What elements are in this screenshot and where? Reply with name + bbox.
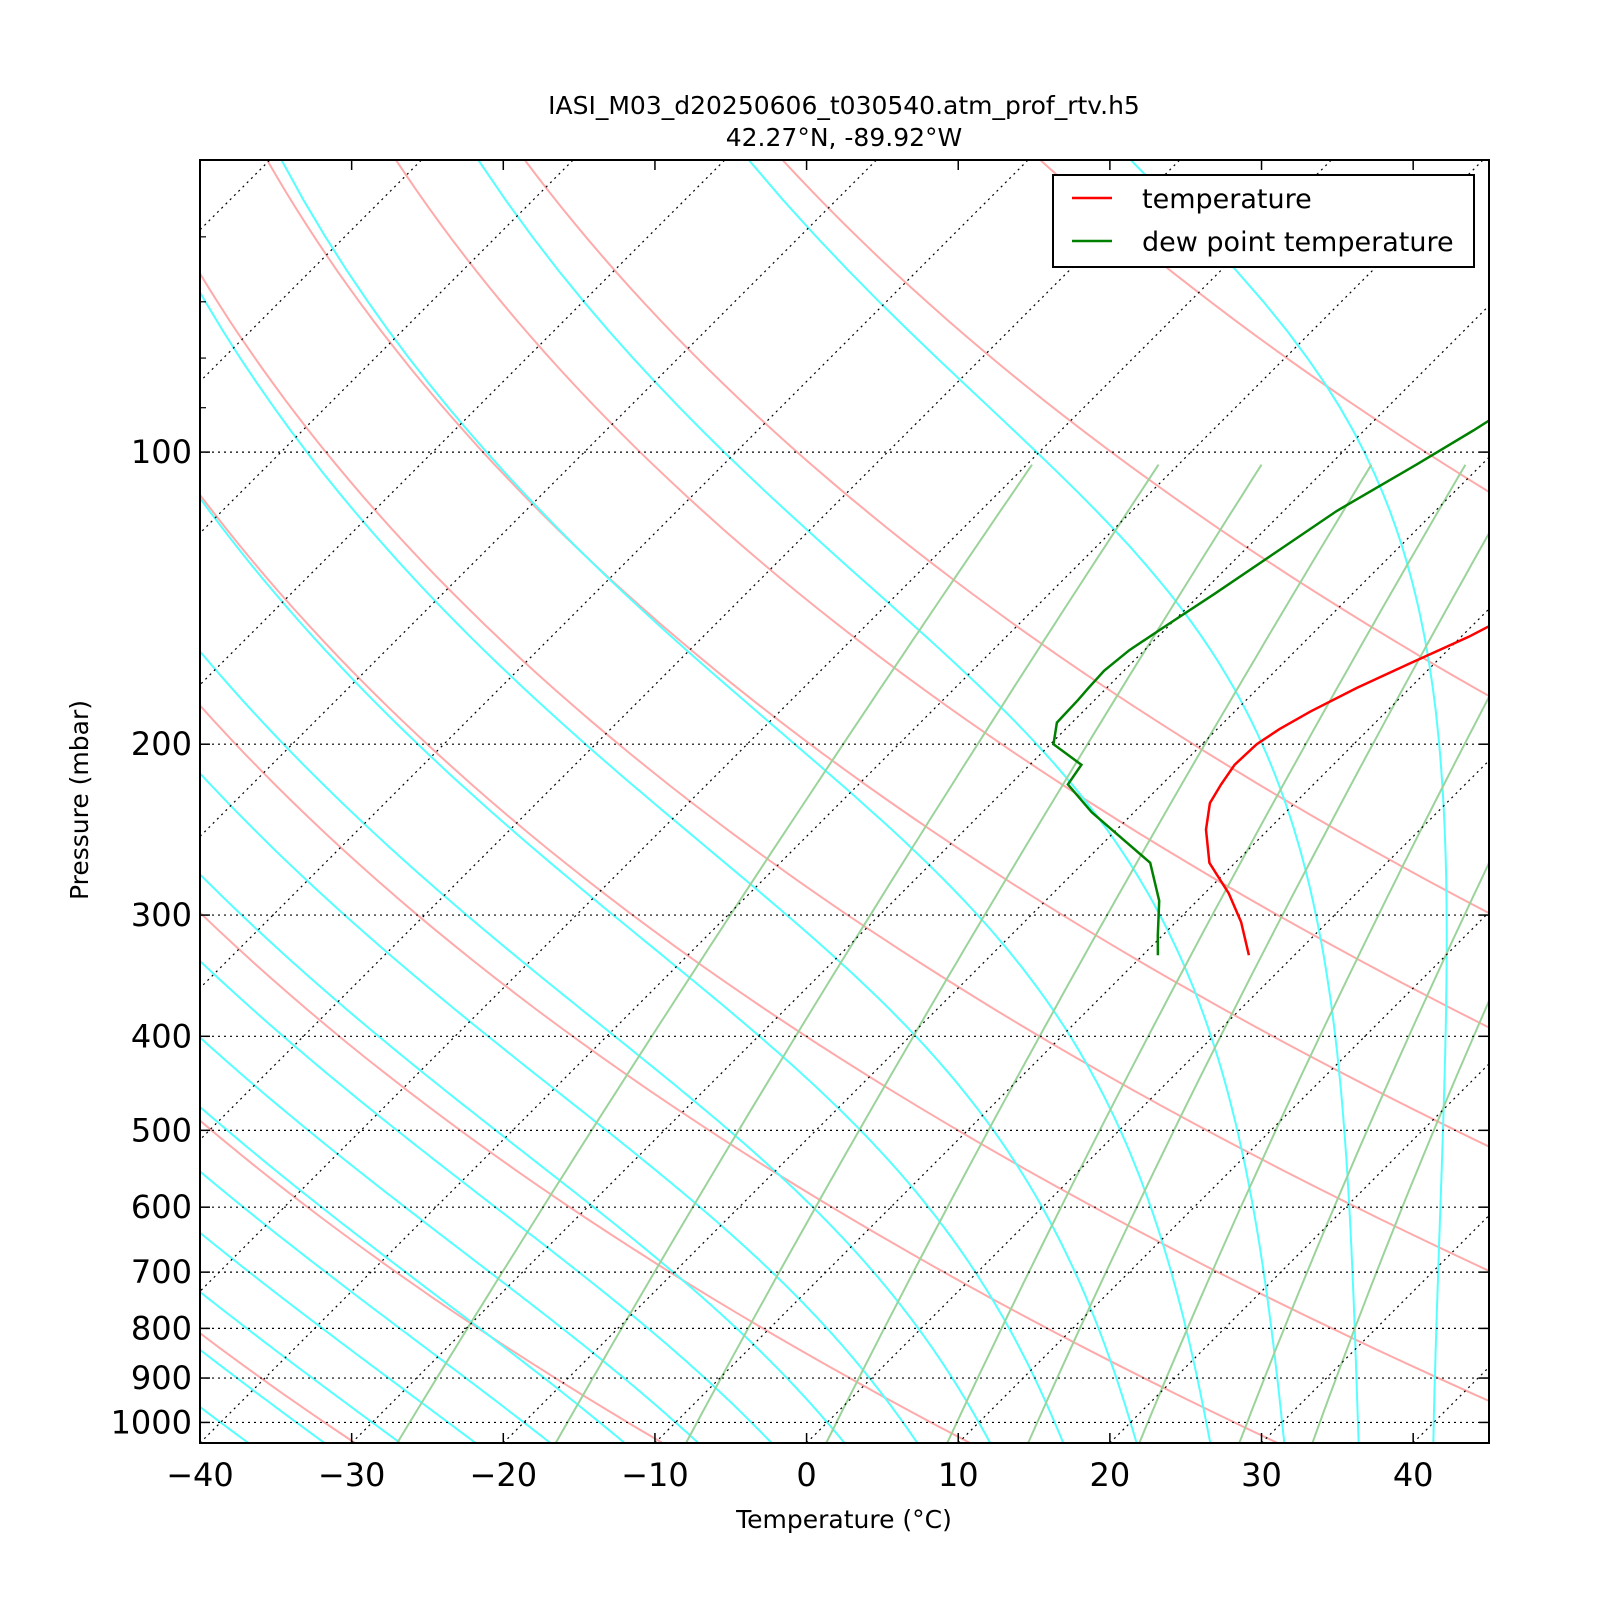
isotherm-gridline [351, 304, 1489, 1443]
dry-adiabat [395, 160, 1489, 1029]
moist-adiabat [200, 1036, 700, 1443]
x-tick-label: 30 [1241, 1456, 1282, 1494]
dry-adiabat [200, 493, 1489, 1403]
moist-adiabat [200, 1348, 326, 1443]
mixing-ratio-line [396, 464, 1033, 1443]
chart-title: IASI_M03_d20250606_t030540.atm_prof_rtv.… [548, 91, 1140, 120]
isotherm-gridline [200, 160, 574, 534]
moist-adiabat [200, 959, 773, 1443]
x-tick-label: −40 [166, 1456, 234, 1494]
isotherm-gridline [200, 160, 1484, 1443]
isotherm-gridline [806, 759, 1489, 1443]
moist-adiabat [477, 160, 1286, 1443]
moist-adiabats [200, 160, 1448, 1443]
x-tick-label: −30 [318, 1456, 386, 1494]
moist-adiabat [748, 160, 1360, 1443]
y-tick-label: 1000 [111, 1403, 192, 1441]
moist-adiabat [200, 649, 992, 1443]
moist-adiabat [200, 1170, 552, 1443]
isotherm-gridline [502, 456, 1489, 1443]
legend-label-temperature: temperature [1142, 184, 1312, 215]
y-axis-label: Pressure (mbar) [65, 700, 94, 900]
dry-adiabat [1039, 160, 1489, 494]
isotherm-gridline [200, 160, 1029, 989]
mixing-ratio-line [1311, 998, 1489, 1443]
moist-adiabat [200, 1290, 401, 1443]
x-axis-label: Temperature (°C) [735, 1505, 952, 1534]
y-tick-label: 300 [131, 896, 192, 934]
mixing-ratio-line [825, 464, 1373, 1443]
dry-adiabat [524, 160, 1489, 915]
dry-adiabat [200, 704, 1279, 1443]
isotherm-gridline [200, 160, 1181, 1141]
isotherm-gridline [1565, 160, 1600, 1443]
isotherm-grid [0, 160, 1600, 1443]
dry-adiabat [200, 1119, 664, 1443]
x-tick-label: −20 [470, 1456, 538, 1494]
isotherm-gridline [0, 160, 118, 1443]
legend-label-dew-point: dew point temperature [1142, 227, 1454, 258]
x-tick-label: 0 [796, 1456, 816, 1494]
y-tick-label: 400 [131, 1017, 192, 1055]
isotherm-gridline [200, 160, 1332, 1293]
isotherm-gridline [200, 160, 422, 383]
mixing-ratio-line [1027, 531, 1489, 1443]
moist-adiabat [280, 160, 1212, 1443]
mixing-ratio-line [685, 464, 1263, 1443]
isotherm-gridline [1261, 1214, 1489, 1443]
plot-frame [199, 159, 1490, 1444]
isotherm-gridline [200, 160, 726, 686]
moist-adiabat [200, 872, 846, 1443]
dry-adiabat [266, 160, 1489, 1148]
dry-adiabat [200, 911, 971, 1443]
isotherm-gridline [200, 160, 877, 838]
y-tick-label: 500 [131, 1111, 192, 1149]
y-tick-label: 800 [131, 1309, 192, 1347]
moist-adiabat [200, 771, 919, 1443]
x-axis: −40 −30 −20 −10 0 10 20 30 40 [166, 160, 1434, 1494]
y-tick-label: 600 [131, 1188, 192, 1226]
x-tick-label: −10 [621, 1456, 689, 1494]
mixing-ratio-lines [396, 464, 1489, 1443]
mixing-ratio-line [1238, 860, 1489, 1443]
isobar-grid [200, 451, 1489, 1424]
dry-adiabat [0, 160, 47, 1443]
y-tick-label: 900 [131, 1359, 192, 1397]
isotherm-gridline [1412, 1366, 1489, 1443]
data-series [1052, 419, 1489, 956]
moist-adiabat [200, 1231, 477, 1443]
moist-adiabat [200, 1105, 626, 1443]
temperature-line [1204, 624, 1489, 956]
legend-box [1052, 174, 1475, 268]
isotherm-gridline [1109, 1063, 1489, 1443]
mixing-ratio-line [1138, 694, 1489, 1443]
dry-adiabat [200, 271, 1489, 1272]
legend: temperature dew point temperature [1052, 174, 1475, 268]
moist-adiabat [1130, 160, 1448, 1443]
moist-adiabat [200, 1405, 249, 1443]
y-tick-label: 200 [131, 725, 192, 763]
y-tick-label: 700 [131, 1253, 192, 1291]
y-tick-label: 100 [131, 433, 192, 471]
chart-subtitle: 42.27°N, -89.92°W [726, 123, 962, 152]
dry-adiabats [0, 160, 1489, 1443]
x-tick-label: 20 [1090, 1456, 1131, 1494]
dry-adiabat [200, 1331, 356, 1443]
moist-adiabat [200, 290, 1138, 1443]
dew-point-line [1052, 419, 1489, 956]
y-axis: 100 200 300 400 500 600 700 800 900 1000 [111, 236, 1489, 1441]
x-tick-label: 10 [938, 1456, 979, 1494]
mixing-ratio-line [946, 464, 1467, 1443]
mixing-ratio-line [554, 464, 1160, 1443]
plot-area [0, 160, 1600, 1443]
x-tick-label: 40 [1393, 1456, 1434, 1494]
isotherm-gridline [654, 608, 1489, 1443]
dry-adiabat [781, 160, 1489, 698]
